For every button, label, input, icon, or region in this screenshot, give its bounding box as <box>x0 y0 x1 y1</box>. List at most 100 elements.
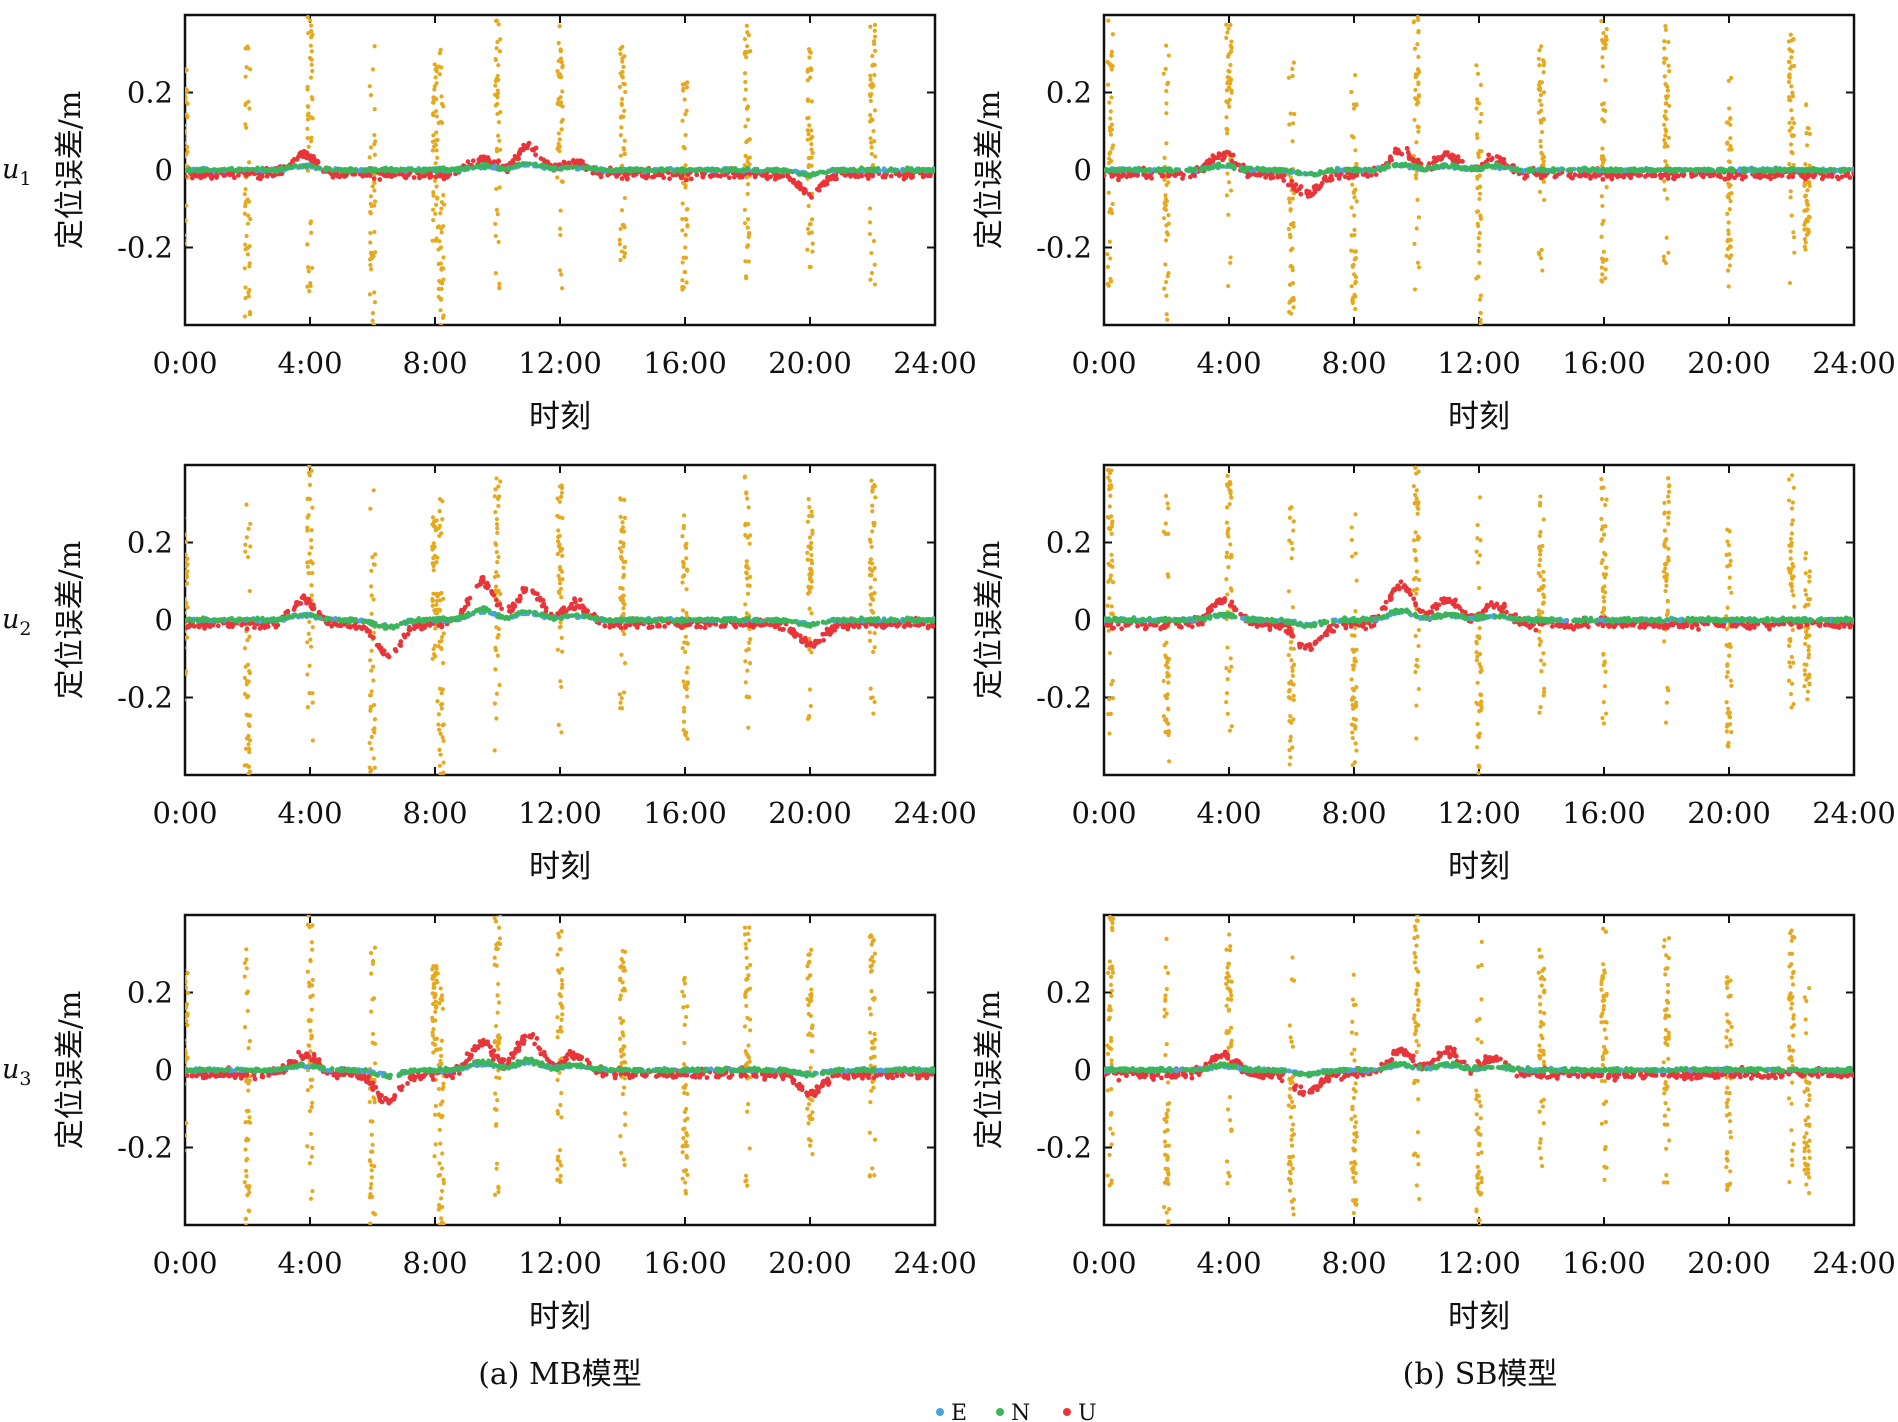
point-n <box>1352 168 1358 174</box>
point-n <box>1327 168 1333 174</box>
outlier-point <box>1226 180 1232 185</box>
outlier-point <box>1109 127 1115 132</box>
outlier-point <box>370 664 376 669</box>
point-u <box>1124 174 1130 180</box>
outlier-point <box>1476 236 1481 241</box>
point-n <box>678 169 684 175</box>
point-n <box>254 167 260 173</box>
outlier-point <box>185 604 187 609</box>
outlier-point <box>180 159 184 163</box>
point-u <box>526 140 532 146</box>
outlier-point <box>438 771 443 775</box>
outlier-point <box>556 589 561 594</box>
x-tick-label: 20:00 <box>768 346 852 380</box>
outlier-point <box>247 634 252 639</box>
outlier-point <box>1109 53 1114 58</box>
outlier-point <box>617 84 622 90</box>
outlier-point <box>871 39 877 44</box>
outlier-point <box>622 631 627 637</box>
point-u <box>715 173 721 179</box>
outlier-point <box>682 731 688 737</box>
outlier-point <box>1728 122 1733 127</box>
y-axis-label: 定位误差/m <box>972 91 1007 250</box>
outlier-point <box>1229 45 1234 50</box>
outlier-point <box>370 776 374 780</box>
outlier-point <box>1353 148 1358 153</box>
outlier-point <box>1412 117 1417 123</box>
outlier-point <box>556 722 561 727</box>
point-u <box>726 175 732 181</box>
outlier-point <box>872 577 877 582</box>
point-n <box>1604 167 1610 173</box>
outlier-point <box>368 240 373 245</box>
point-n <box>326 166 332 172</box>
point-n <box>293 163 299 169</box>
outlier-point <box>498 37 503 42</box>
outlier-point <box>310 561 315 566</box>
outlier-point <box>747 661 753 666</box>
outlier-point <box>1789 213 1794 218</box>
outlier-point <box>1536 56 1541 61</box>
outlier-point <box>437 763 442 768</box>
outlier-point <box>682 513 687 518</box>
point-n <box>732 165 738 171</box>
outlier-point <box>1792 120 1797 126</box>
outlier-point <box>438 47 443 53</box>
outlier-point <box>558 208 563 213</box>
outlier-point <box>1662 122 1667 127</box>
outlier-point <box>1604 185 1609 190</box>
outlier-point <box>1477 184 1482 190</box>
x-tick-label: 16:00 <box>643 346 727 380</box>
outlier-point <box>685 223 690 228</box>
point-n <box>687 166 693 172</box>
point-n <box>1491 164 1497 169</box>
outlier-point <box>431 133 436 138</box>
point-u <box>1600 176 1606 182</box>
outlier-point <box>1415 42 1420 47</box>
outlier-point <box>807 687 813 692</box>
outlier-point <box>620 706 625 711</box>
outlier-point <box>742 97 747 102</box>
outlier-point <box>558 232 563 238</box>
outlier-point <box>438 245 443 250</box>
outlier-point <box>307 55 313 61</box>
outlier-point <box>1227 75 1232 80</box>
outlier-point <box>683 255 689 260</box>
point-n <box>553 165 558 171</box>
point-n <box>893 168 899 173</box>
outlier-point <box>180 251 184 255</box>
outlier-point <box>437 51 442 56</box>
outlier-point <box>1537 48 1542 53</box>
outlier-point <box>436 727 442 732</box>
outlier-point <box>437 523 442 528</box>
outlier-point <box>1662 144 1667 149</box>
point-u <box>420 173 426 179</box>
outlier-point <box>1350 298 1355 303</box>
outlier-point <box>243 74 248 79</box>
outlier-point <box>1601 41 1607 46</box>
outlier-point <box>496 63 501 68</box>
point-n <box>671 169 677 175</box>
outlier-point <box>872 108 878 113</box>
outlier-point <box>305 265 311 270</box>
point-u <box>888 173 894 179</box>
outlier-point <box>1352 227 1357 232</box>
point-n <box>1636 167 1641 173</box>
point-u <box>1798 173 1804 178</box>
outlier-point <box>310 691 315 696</box>
outlier-point <box>1287 200 1292 205</box>
point-u <box>566 160 572 166</box>
point-n <box>1439 162 1445 168</box>
point-n <box>755 169 760 174</box>
point-n <box>395 168 400 174</box>
outlier-point <box>433 654 438 659</box>
outlier-point <box>1352 195 1357 200</box>
outlier-point <box>617 237 622 243</box>
outlier-point <box>247 713 253 718</box>
outlier-point <box>495 39 500 45</box>
point-n <box>1104 167 1109 172</box>
outlier-point <box>681 285 686 290</box>
outlier-point <box>683 543 688 548</box>
outlier-point <box>619 529 624 534</box>
outlier-point <box>746 505 751 510</box>
